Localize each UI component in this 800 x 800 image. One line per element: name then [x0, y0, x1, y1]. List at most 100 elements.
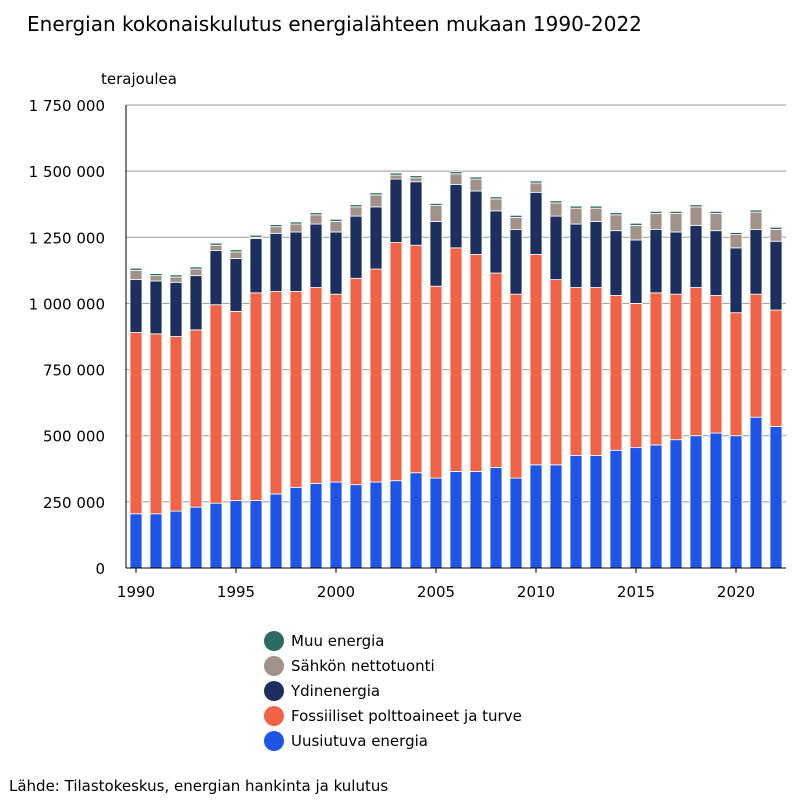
bar-uusiutuva-energia-2017	[669, 439, 683, 569]
legend-label: Uusiutuva energia	[291, 731, 428, 750]
bar-stack-1998	[289, 221, 303, 569]
bar-muu-energia-2017	[669, 210, 683, 214]
bar-muu-energia-2000	[329, 218, 343, 222]
bar-uusiutuva-energia-1996	[249, 500, 263, 569]
bar-muu-energia-2021	[749, 209, 763, 213]
bar-muu-energia-1995	[229, 249, 243, 253]
bar-uusiutuva-energia-2019	[709, 432, 723, 569]
bar-ydinenergia-2002	[369, 206, 383, 270]
bar-muu-energia-2018	[689, 204, 703, 208]
bar-stack-2004	[409, 175, 423, 569]
bar-ydinenergia-2011	[549, 215, 563, 281]
bar-s-hk-n-nettotuonti-2001	[349, 206, 363, 217]
legend-swatch	[264, 705, 284, 726]
x-tick-label: 1990	[117, 583, 155, 601]
bar-fossiiliset-polttoaineet-ja-turve-2001	[349, 277, 363, 486]
bar-fossiiliset-polttoaineet-ja-turve-1998	[289, 291, 303, 488]
bar-muu-energia-2020	[729, 232, 743, 236]
y-tick-labels: 0 250 000 500 000 750 000 1 000 000 1 250 000…	[29, 97, 105, 578]
bar-ydinenergia-2012	[569, 223, 583, 288]
bar-uusiutuva-energia-1993	[189, 506, 203, 569]
bar-uusiutuva-energia-2004	[409, 472, 423, 569]
bar-stack-1996	[249, 234, 263, 569]
bar-uusiutuva-energia-1990	[129, 513, 143, 569]
bar-stack-2008	[489, 196, 503, 569]
legend-swatch	[264, 630, 284, 651]
legend-swatch	[264, 680, 284, 701]
legend-label: Sähkön nettotuonti	[291, 656, 435, 675]
bar-uusiutuva-energia-2007	[469, 471, 483, 569]
legend-item-fossiiliset-polttoaineet-ja-turve: Fossiiliset polttoaineet ja turve	[264, 703, 522, 728]
bar-fossiiliset-polttoaineet-ja-turve-2013	[589, 287, 603, 456]
bar-stack-2015	[629, 222, 643, 569]
legend-item-muu-energia: Muu energia	[264, 628, 522, 653]
bar-stack-2003	[389, 172, 403, 569]
bar-s-hk-n-nettotuonti-2004	[409, 177, 423, 183]
x-tick-label: 1995	[217, 583, 255, 601]
x-tick-label: 2005	[417, 583, 455, 601]
bar-s-hk-n-nettotuonti-2012	[569, 207, 583, 225]
bar-muu-energia-2006	[449, 171, 463, 175]
bar-uusiutuva-energia-2012	[569, 455, 583, 569]
bar-ydinenergia-2004	[409, 181, 423, 246]
bar-ydinenergia-2018	[689, 224, 703, 288]
legend-item-s-hk-n-nettotuonti: Sähkön nettotuonti	[264, 653, 522, 678]
bar-s-hk-n-nettotuonti-2013	[589, 207, 603, 222]
bar-ydinenergia-2003	[389, 178, 403, 243]
y-tick-label: 500 000	[43, 428, 105, 446]
bar-uusiutuva-energia-2005	[429, 477, 443, 569]
bar-muu-energia-1999	[309, 212, 323, 216]
bar-muu-energia-2001	[349, 204, 363, 208]
bar-stack-2011	[549, 200, 563, 569]
bar-uusiutuva-energia-2011	[549, 464, 563, 569]
bar-fossiiliset-polttoaineet-ja-turve-2006	[449, 247, 463, 472]
bar-ydinenergia-1995	[229, 258, 243, 312]
bar-fossiiliset-polttoaineet-ja-turve-2003	[389, 242, 403, 482]
bar-fossiiliset-polttoaineet-ja-turve-1996	[249, 292, 263, 501]
bar-stack-1997	[269, 224, 283, 569]
bar-s-hk-n-nettotuonti-2002	[369, 194, 383, 208]
legend-swatch	[264, 730, 284, 751]
bar-fossiiliset-polttoaineet-ja-turve-2008	[489, 272, 503, 468]
bar-fossiiliset-polttoaineet-ja-turve-2005	[429, 285, 443, 479]
bar-muu-energia-2014	[609, 212, 623, 216]
bar-ydinenergia-2021	[749, 228, 763, 295]
bar-uusiutuva-energia-2006	[449, 471, 463, 569]
bar-muu-energia-2012	[569, 205, 583, 209]
bar-muu-energia-1994	[209, 242, 223, 246]
bar-fossiiliset-polttoaineet-ja-turve-2017	[669, 293, 683, 441]
bar-muu-energia-1997	[269, 224, 283, 228]
bar-s-hk-n-nettotuonti-2015	[629, 224, 643, 241]
bar-s-hk-n-nettotuonti-2014	[609, 214, 623, 232]
y-tick-label: 1 250 000	[29, 229, 105, 247]
bar-stack-1995	[229, 249, 243, 569]
bar-muu-energia-2007	[469, 176, 483, 180]
bar-fossiiliset-polttoaineet-ja-turve-2011	[549, 279, 563, 466]
bar-fossiiliset-polttoaineet-ja-turve-1994	[209, 304, 223, 504]
bar-ydinenergia-2008	[489, 210, 503, 274]
bar-s-hk-n-nettotuonti-2003	[389, 174, 403, 180]
bar-s-hk-n-nettotuonti-1999	[309, 214, 323, 225]
bar-ydinenergia-2020	[729, 247, 743, 314]
bar-s-hk-n-nettotuonti-1993	[189, 268, 203, 277]
bar-stack-2021	[749, 209, 763, 569]
bar-fossiiliset-polttoaineet-ja-turve-1993	[189, 329, 203, 508]
bar-stack-1990	[129, 267, 143, 569]
bar-uusiutuva-energia-2016	[649, 444, 663, 569]
bar-ydinenergia-2010	[529, 191, 543, 255]
bar-stack-1999	[309, 212, 323, 569]
bar-ydinenergia-2005	[429, 221, 443, 287]
bar-fossiiliset-polttoaineet-ja-turve-2009	[509, 293, 523, 479]
bar-s-hk-n-nettotuonti-2016	[649, 213, 663, 230]
bar-fossiiliset-polttoaineet-ja-turve-1995	[229, 310, 243, 501]
bar-ydinenergia-1999	[309, 223, 323, 288]
bar-fossiiliset-polttoaineet-ja-turve-2014	[609, 295, 623, 451]
bar-stack-2005	[429, 203, 443, 569]
bar-s-hk-n-nettotuonti-2021	[749, 211, 763, 230]
bar-s-hk-n-nettotuonti-2000	[329, 221, 343, 233]
legend-label: Fossiiliset polttoaineet ja turve	[291, 706, 522, 725]
bar-stack-1991	[149, 273, 163, 569]
bar-ydinenergia-1993	[189, 275, 203, 331]
bar-stack-1994	[209, 242, 223, 569]
bar-fossiiliset-polttoaineet-ja-turve-1999	[309, 287, 323, 484]
